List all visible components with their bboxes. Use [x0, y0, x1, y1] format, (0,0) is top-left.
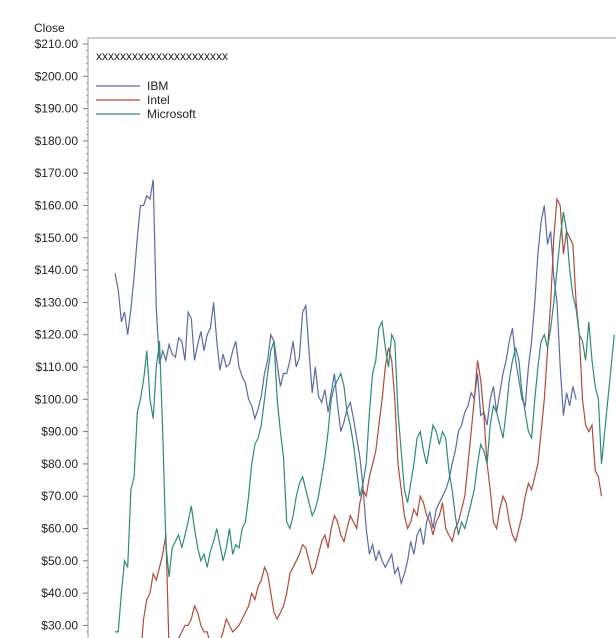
y-axis: $210.00 $200.00 $190.00 $180.00 $170.00 $160.…: [35, 37, 88, 632]
series-line-ibm: [114, 179, 577, 586]
y-tick-label: $110.00: [36, 360, 79, 374]
legend-label-intel: Intel: [147, 93, 170, 107]
y-axis-title: Close: [34, 21, 65, 35]
y-tick-label: $60.00: [41, 522, 78, 536]
series-line-intel: [141, 196, 603, 638]
series-layer: [114, 179, 615, 638]
y-tick-label: $100.00: [35, 392, 79, 406]
y-tick-label: $180.00: [35, 134, 79, 148]
plot-area: [87, 37, 616, 638]
y-tick-label: $170.00: [35, 166, 79, 180]
y-tick-label: $90.00: [41, 425, 78, 439]
y-tick-label: $210.00: [35, 37, 79, 51]
y-tick-label: $50.00: [41, 554, 78, 568]
y-tick-label: $130.00: [35, 295, 79, 309]
y-tick-label: $200.00: [35, 69, 79, 83]
y-tick-label: $190.00: [35, 102, 79, 116]
legend-label-microsoft: Microsoft: [147, 107, 196, 121]
y-tick-label: $30.00: [41, 618, 78, 632]
legend-label-ibm: IBM: [147, 79, 168, 93]
series-line-microsoft: [115, 211, 615, 633]
y-tick-label: $160.00: [35, 199, 79, 213]
y-tick-label: $40.00: [41, 586, 78, 600]
y-tick-label: $70.00: [41, 489, 78, 503]
plot-title: xxxxxxxxxxxxxxxxxxxxxx: [96, 49, 228, 63]
y-tick-label: $150.00: [35, 231, 79, 245]
y-tick-label: $120.00: [35, 328, 79, 342]
y-tick-label: $80.00: [41, 457, 78, 471]
y-tick-label: $140.00: [35, 263, 79, 277]
